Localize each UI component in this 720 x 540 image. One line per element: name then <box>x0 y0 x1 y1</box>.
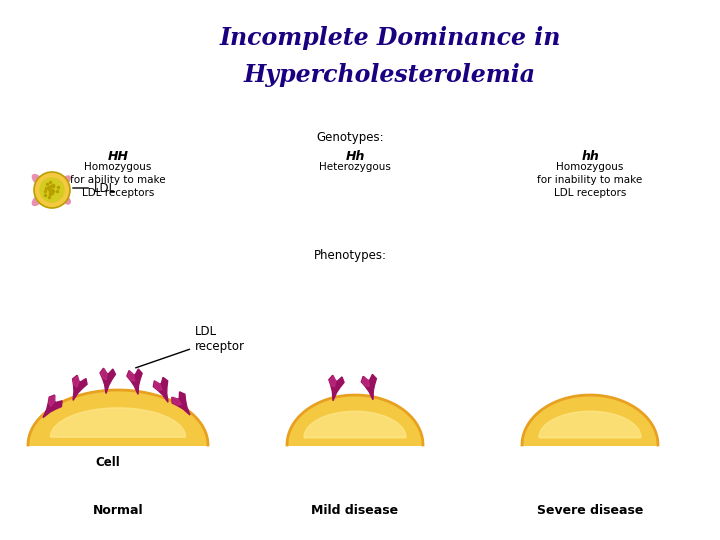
Ellipse shape <box>62 176 71 184</box>
Polygon shape <box>43 395 62 417</box>
Polygon shape <box>522 395 658 445</box>
Text: Mild disease: Mild disease <box>312 503 399 516</box>
Polygon shape <box>101 369 107 380</box>
Polygon shape <box>172 392 190 415</box>
Polygon shape <box>100 368 115 394</box>
Polygon shape <box>127 369 142 394</box>
Text: hh: hh <box>581 150 599 163</box>
Text: Phenotypes:: Phenotypes: <box>313 248 387 261</box>
Text: Hh: Hh <box>346 150 365 163</box>
Text: Normal: Normal <box>93 503 143 516</box>
Polygon shape <box>73 376 79 387</box>
Polygon shape <box>28 390 208 445</box>
Polygon shape <box>73 375 87 400</box>
Polygon shape <box>539 411 641 437</box>
Polygon shape <box>128 371 135 381</box>
Polygon shape <box>153 377 168 402</box>
Polygon shape <box>361 374 377 400</box>
Polygon shape <box>173 397 181 405</box>
Polygon shape <box>154 381 162 390</box>
Text: Cell: Cell <box>96 456 120 469</box>
Circle shape <box>34 172 70 208</box>
Polygon shape <box>50 408 186 437</box>
Polygon shape <box>304 411 406 437</box>
Text: LDL: LDL <box>73 181 116 194</box>
Polygon shape <box>49 396 55 406</box>
Text: Heterozygous: Heterozygous <box>319 162 391 172</box>
Text: Genotypes:: Genotypes: <box>316 132 384 145</box>
Text: Homozygous
for inability to make
LDL receptors: Homozygous for inability to make LDL rec… <box>537 162 643 198</box>
Ellipse shape <box>62 196 71 204</box>
Text: HH: HH <box>107 150 128 163</box>
Text: Incomplete Dominance in: Incomplete Dominance in <box>220 26 561 50</box>
Polygon shape <box>362 377 369 387</box>
Text: LDL
receptor: LDL receptor <box>135 325 245 368</box>
Text: Severe disease: Severe disease <box>537 503 643 516</box>
Text: Homozygous
for ability to make
LDL receptors: Homozygous for ability to make LDL recep… <box>70 162 166 198</box>
Ellipse shape <box>32 174 43 186</box>
Polygon shape <box>330 376 336 387</box>
Text: Hypercholesterolemia: Hypercholesterolemia <box>244 63 536 87</box>
Circle shape <box>40 178 64 202</box>
Ellipse shape <box>32 194 43 205</box>
Polygon shape <box>329 375 344 401</box>
Polygon shape <box>287 395 423 445</box>
